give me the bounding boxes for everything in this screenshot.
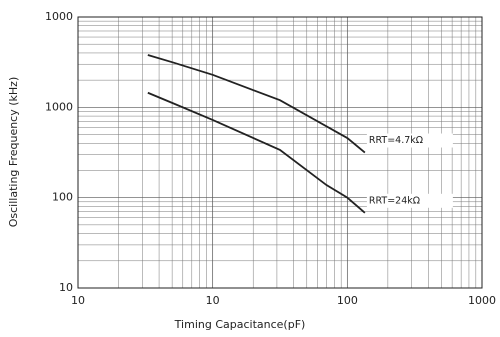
- legend-bg: [366, 133, 453, 148]
- legend-label: RRT=24kΩ: [369, 195, 420, 206]
- y-tick-label: 10: [59, 281, 73, 294]
- line-series: [147, 54, 366, 154]
- y-axis-title: Oscillating Frequency (kHz): [7, 77, 20, 228]
- x-tick-label: 1000: [468, 294, 496, 307]
- legend-label: RRT=4.7kΩ: [369, 135, 423, 146]
- y-tick-label: 100: [52, 191, 73, 204]
- y-tick-label: 1000: [45, 100, 73, 113]
- x-axis-title: Timing Capacitance(pF): [174, 318, 306, 331]
- legend-bg: [366, 193, 453, 208]
- x-tick-label: 100: [337, 294, 358, 307]
- plot-frame: [77, 16, 483, 289]
- y-tick-label: 1000: [45, 10, 73, 23]
- line-series: [147, 91, 366, 214]
- x-tick-label: 10: [206, 294, 220, 307]
- x-tick-label: 10: [71, 294, 85, 307]
